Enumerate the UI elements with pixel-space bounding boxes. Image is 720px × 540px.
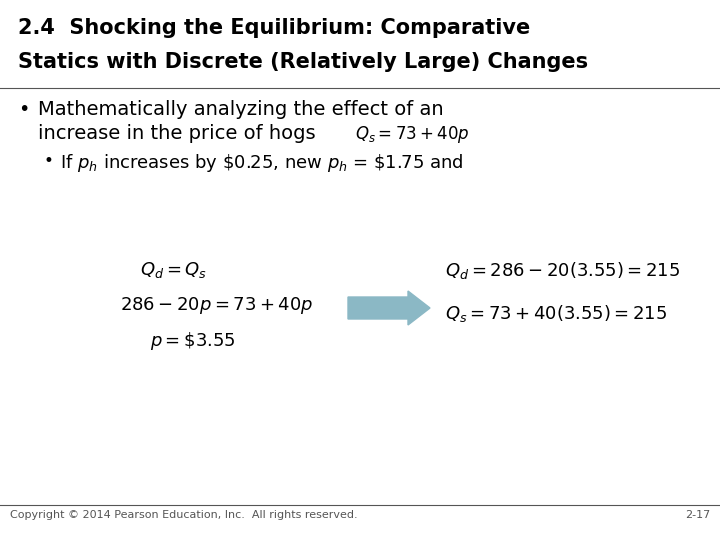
Text: increase in the price of hogs: increase in the price of hogs [38,124,315,143]
Text: Mathematically analyzing the effect of an: Mathematically analyzing the effect of a… [38,100,444,119]
Text: $Q_s = 73 + 40(3.55) = 215$: $Q_s = 73 + 40(3.55) = 215$ [445,303,667,324]
Text: $Q_s = 73 + 40p$: $Q_s = 73 + 40p$ [355,124,469,145]
Text: 2-17: 2-17 [685,510,710,520]
Text: $286 - 20p = 73 + 40p$: $286 - 20p = 73 + 40p$ [120,295,313,316]
Text: $Q_d = Q_s$: $Q_d = Q_s$ [140,260,207,280]
Text: •: • [18,100,30,119]
FancyArrow shape [348,291,430,325]
Text: 2.4  Shocking the Equilibrium: Comparative: 2.4 Shocking the Equilibrium: Comparativ… [18,18,530,38]
Text: Statics with Discrete (Relatively Large) Changes: Statics with Discrete (Relatively Large)… [18,52,588,72]
Text: •: • [44,152,54,170]
Text: Copyright © 2014 Pearson Education, Inc.  All rights reserved.: Copyright © 2014 Pearson Education, Inc.… [10,510,358,520]
Text: If $p_h$ increases by \$0.25, new $p_h$ = \$1.75 and: If $p_h$ increases by \$0.25, new $p_h$ … [60,152,464,174]
Text: $p = \$3.55$: $p = \$3.55$ [150,330,235,352]
Text: $Q_d = 286 - 20(3.55) = 215$: $Q_d = 286 - 20(3.55) = 215$ [445,260,680,281]
